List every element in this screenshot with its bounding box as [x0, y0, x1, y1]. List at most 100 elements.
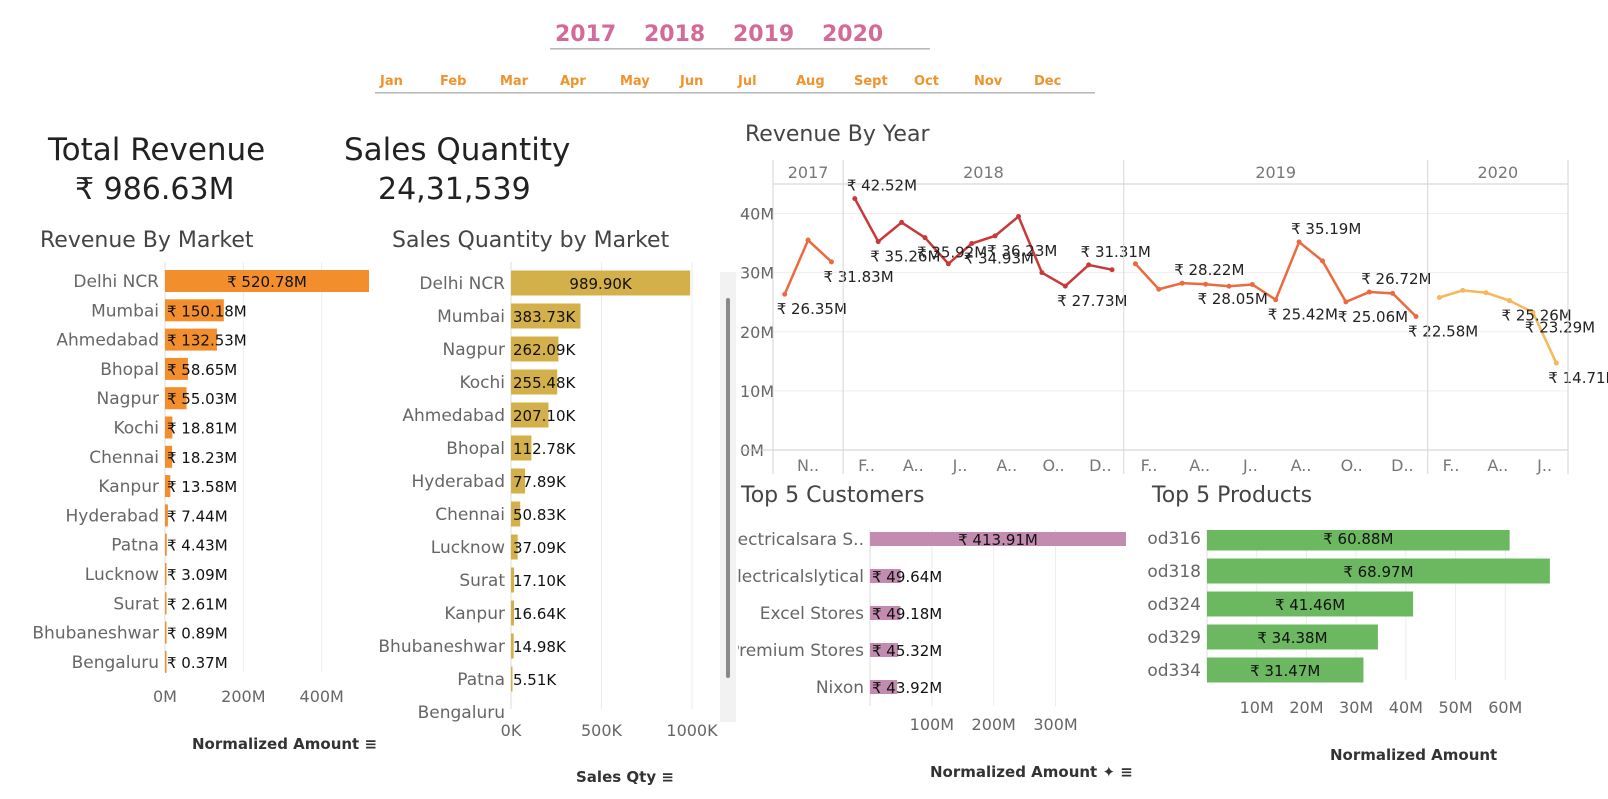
category-label-excel-stores: Excel Stores: [760, 604, 864, 624]
x-tick-label: J..: [1536, 456, 1552, 475]
sort-icon[interactable]: ≡: [1120, 763, 1133, 781]
bar-premium-stores: [870, 643, 899, 657]
bar-kanpur: [511, 600, 515, 626]
month-filter-jan[interactable]: Jan: [380, 74, 403, 89]
month-filter-nov[interactable]: Nov: [974, 74, 1003, 89]
data-point: [1319, 258, 1325, 264]
data-point: [805, 237, 811, 243]
month-filter-feb[interactable]: Feb: [440, 74, 467, 89]
value-label: ₹ 18.81M: [167, 420, 237, 438]
category-label-kanpur: Kanpur: [444, 604, 505, 624]
month-filter-oct[interactable]: Oct: [914, 74, 939, 89]
category-label-prod329: Prod329: [1148, 628, 1201, 648]
panel-year-2019: 2019: [1255, 163, 1296, 182]
bar-hyderabad: [511, 468, 526, 494]
bar-nagpur: [511, 336, 559, 362]
category-label-electricalslytical: Electricalslytical: [738, 567, 864, 587]
data-point: [899, 219, 905, 225]
value-label: 16.64K: [513, 605, 567, 623]
x-tick-label: 200M: [972, 715, 1016, 734]
bar-nixon: [870, 680, 898, 694]
x-tick-label: 1000K: [666, 721, 718, 740]
year-filter-2017[interactable]: 2017: [555, 22, 617, 47]
total-revenue-value: ₹ 986.63M: [75, 172, 235, 207]
sort-icon[interactable]: ≡: [364, 735, 378, 753]
value-label: ₹ 55.03M: [167, 390, 237, 408]
x-tick-label: 300M: [1033, 715, 1077, 734]
bar-surat: [165, 592, 167, 615]
bar-electricalsara-s: [870, 532, 1126, 546]
x-tick-label: 0M: [153, 687, 177, 706]
category-label-hyderabad: Hyderabad: [66, 506, 160, 526]
x-tick-label: N..: [797, 456, 819, 475]
point-label: ₹ 14.71M: [1548, 369, 1608, 387]
x-tick-label: A..: [1487, 456, 1508, 475]
value-label: ₹ 2.61M: [167, 595, 228, 613]
sort-icon[interactable]: ≡: [661, 768, 674, 786]
value-label: ₹ 60.88M: [1323, 530, 1393, 548]
category-label-bengaluru: Bengaluru: [418, 703, 505, 723]
month-filter-apr[interactable]: Apr: [560, 74, 586, 89]
data-point: [1460, 287, 1466, 293]
year-filter-divider: [550, 48, 930, 50]
category-label-delhi-ncr: Delhi NCR: [73, 272, 159, 292]
month-filter-mar[interactable]: Mar: [500, 74, 529, 89]
x-tick-label: 20M: [1289, 698, 1323, 717]
category-label-mumbai: Mumbai: [91, 301, 159, 321]
month-filter-divider: [375, 92, 1095, 94]
category-label-ahmedabad: Ahmedabad: [402, 406, 505, 426]
month-filter-aug[interactable]: Aug: [796, 74, 825, 89]
data-point: [1179, 280, 1185, 286]
data-point: [1296, 239, 1302, 245]
bar-delhi-ncr: [511, 270, 691, 296]
sales-qty-axis-title[interactable]: Sales Qty ≡: [576, 768, 674, 786]
sales-quantity-label: Sales Quantity: [344, 132, 571, 168]
bar-prod329: [1207, 624, 1378, 650]
x-tick-label: 0K: [501, 721, 522, 740]
value-label: ₹ 13.58M: [167, 478, 237, 496]
bar-kochi: [165, 416, 173, 439]
data-point: [1436, 294, 1442, 300]
year-filter-2020[interactable]: 2020: [822, 22, 884, 47]
bar-ahmedabad: [511, 402, 549, 428]
category-label-prod324: Prod324: [1148, 595, 1201, 615]
data-point: [1413, 314, 1419, 320]
x-tick-label: J..: [952, 456, 968, 475]
top-customers-axis-title[interactable]: Normalized Amount ✦ ≡: [930, 763, 1133, 781]
month-filter-may[interactable]: May: [620, 74, 650, 89]
revenue-line-2018: [853, 198, 1113, 288]
scrollbar-thumb[interactable]: [726, 298, 730, 678]
month-filter-dec[interactable]: Dec: [1034, 74, 1062, 89]
category-label-kochi: Kochi: [459, 373, 505, 393]
month-filter-sept[interactable]: Sept: [854, 74, 888, 89]
x-tick-label: 40M: [1389, 698, 1423, 717]
bar-bhopal: [511, 435, 532, 461]
top-customers-axis-label: Normalized Amount: [930, 763, 1098, 781]
revenue-by-market-axis-title[interactable]: Normalized Amount ≡: [192, 735, 377, 753]
year-filter-2019[interactable]: 2019: [733, 22, 795, 47]
point-label: ₹ 23.29M: [1525, 318, 1595, 336]
month-filter-jun[interactable]: Jun: [680, 74, 704, 89]
data-point: [1226, 283, 1232, 289]
x-tick-label: F..: [858, 456, 875, 475]
value-label: ₹ 413.91M: [958, 531, 1038, 549]
bar-lucknow: [165, 563, 167, 585]
value-label: ₹ 34.38M: [1257, 629, 1327, 647]
point-label: ₹ 31.31M: [1081, 243, 1151, 261]
value-label: ₹ 49.18M: [872, 605, 942, 623]
category-label-nagpur: Nagpur: [443, 340, 505, 360]
bar-mumbai: [511, 303, 581, 329]
point-label: ₹ 36.23M: [987, 242, 1057, 260]
top-products-title: Top 5 Products: [1152, 483, 1313, 508]
bar-surat: [511, 567, 515, 593]
year-filter-2018[interactable]: 2018: [644, 22, 706, 47]
pin-icon[interactable]: ✦: [1102, 763, 1116, 781]
category-label-prod334: Prod334: [1148, 661, 1201, 681]
month-filter-jul[interactable]: Jul: [738, 74, 757, 89]
bar-electricalslytical: [870, 569, 901, 583]
bar-kanpur: [165, 475, 171, 498]
sales-qty-scrollbar[interactable]: [720, 272, 736, 722]
value-label: ₹ 0.89M: [167, 625, 228, 643]
bar-patna: [165, 533, 167, 556]
panel-year-2018: 2018: [963, 163, 1004, 182]
